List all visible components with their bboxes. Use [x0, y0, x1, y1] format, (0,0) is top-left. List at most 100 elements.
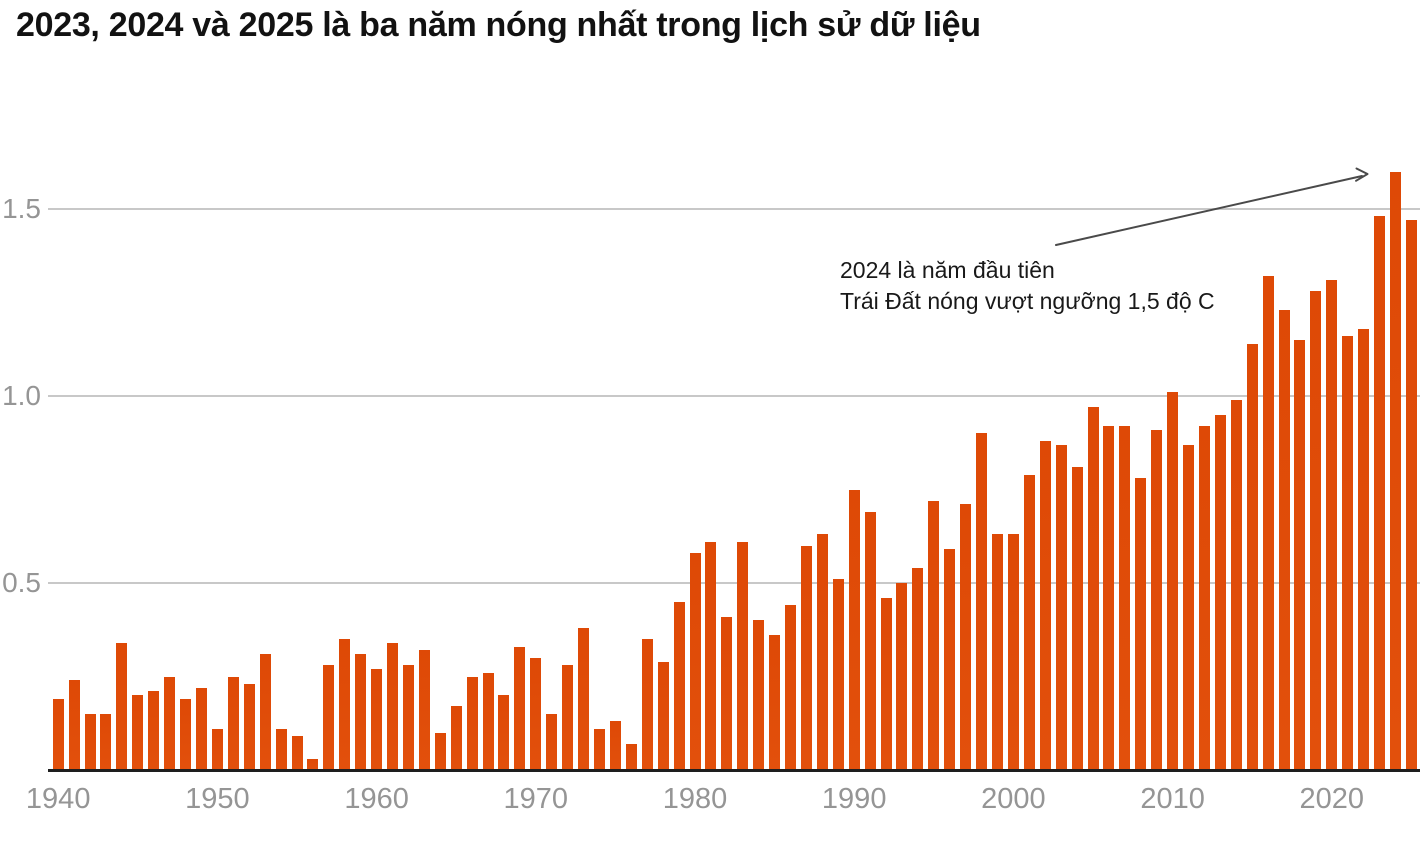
bar-2002	[1039, 440, 1051, 770]
bar-1981	[705, 541, 717, 770]
bar-1976	[625, 743, 637, 770]
bar-1977	[641, 639, 653, 770]
bar-1992	[880, 597, 892, 770]
bar-2006	[1103, 425, 1115, 770]
bar-1960	[371, 669, 383, 770]
bar-1987	[800, 545, 812, 770]
bar-1963	[418, 650, 430, 770]
bar-1978	[657, 661, 669, 770]
bar-2012	[1198, 425, 1210, 770]
y-axis-label-1.0: 1.0	[2, 380, 41, 411]
bar-1973	[578, 627, 590, 770]
bar-2004	[1071, 467, 1083, 770]
bar-2000	[1007, 534, 1019, 770]
bar-1948	[180, 698, 192, 770]
bar-2016	[1262, 276, 1274, 770]
bar-1947	[164, 676, 176, 770]
bar-1950	[211, 728, 223, 770]
bar-2021	[1342, 336, 1354, 770]
bar-1988	[816, 534, 828, 770]
bar-1951	[227, 676, 239, 770]
bar-1942	[84, 713, 96, 770]
bar-2005	[1087, 407, 1099, 770]
bar-1956	[307, 758, 319, 770]
chart-title: 2023, 2024 và 2025 là ba năm nóng nhất t…	[16, 6, 981, 44]
bar-2020	[1326, 280, 1338, 770]
x-axis-label-2020: 2020	[1299, 783, 1365, 815]
bar-2023	[1374, 216, 1386, 770]
bar-2009	[1151, 429, 1163, 770]
bar-2003	[1055, 444, 1067, 770]
bar-1943	[100, 713, 112, 770]
annotation-line-2: Trái Đất nóng vượt ngưỡng 1,5 độ C	[840, 288, 1215, 314]
bar-1949	[195, 687, 207, 770]
bar-1985	[769, 635, 781, 770]
bar-1996	[944, 549, 956, 770]
bar-1959	[355, 654, 367, 770]
bar-2025	[1405, 220, 1417, 770]
x-axis-line	[48, 769, 1420, 772]
x-axis-label-1960: 1960	[344, 783, 409, 815]
bar-1972	[562, 665, 574, 770]
x-axis-label-2010: 2010	[1140, 783, 1205, 815]
bar-1980	[689, 553, 701, 770]
bar-2007	[1119, 425, 1131, 770]
gridline-1.5	[48, 208, 1420, 210]
bar-2018	[1294, 339, 1306, 770]
bar-1964	[434, 732, 446, 770]
bar-2019	[1310, 291, 1322, 770]
bar-1969	[514, 646, 526, 770]
bar-1990	[848, 489, 860, 770]
annotation-line-1: 2024 là năm đầu tiên	[840, 257, 1055, 283]
bar-1957	[323, 665, 335, 770]
y-axis-label-0.5: 0.5	[2, 567, 41, 598]
bar-1997	[960, 504, 972, 770]
bar-1995	[928, 500, 940, 770]
bar-1945	[132, 695, 144, 770]
bar-1953	[259, 654, 271, 770]
bar-1994	[912, 568, 924, 770]
y-axis-label-1.5: 1.5	[2, 193, 41, 224]
bar-1952	[243, 683, 255, 770]
bar-2011	[1183, 444, 1195, 770]
bar-1966	[466, 676, 478, 770]
bar-1954	[275, 728, 287, 770]
bar-1991	[864, 511, 876, 770]
bar-1975	[609, 721, 621, 770]
bar-1989	[832, 579, 844, 770]
bar-1946	[148, 691, 160, 770]
bar-2022	[1358, 328, 1370, 770]
bar-1940	[52, 698, 64, 770]
bar-1961	[387, 642, 399, 770]
bar-2001	[1023, 474, 1035, 770]
bar-2017	[1278, 309, 1290, 770]
bar-1999	[991, 534, 1003, 770]
bar-1974	[593, 728, 605, 770]
bar-1944	[116, 642, 128, 770]
bar-1962	[402, 665, 414, 770]
x-axis-label-1990: 1990	[821, 783, 887, 815]
bar-2013	[1214, 414, 1226, 770]
bar-2024	[1389, 171, 1401, 770]
gridline-1.0	[48, 395, 1420, 397]
bar-1993	[896, 583, 908, 770]
bar-1941	[68, 680, 80, 770]
bar-2008	[1135, 478, 1147, 770]
bar-1968	[498, 695, 510, 770]
bar-1998	[976, 433, 988, 770]
bar-1984	[753, 620, 765, 770]
bar-1958	[339, 639, 351, 770]
bar-1967	[482, 672, 494, 770]
bar-2010	[1167, 392, 1179, 770]
x-axis-label-1940: 1940	[25, 783, 91, 815]
bar-2015	[1246, 343, 1258, 770]
bar-1970	[530, 657, 542, 770]
bar-1971	[546, 713, 558, 770]
x-axis-label-1970: 1970	[503, 783, 569, 815]
x-axis-label-1950: 1950	[185, 783, 250, 815]
bar-1982	[721, 616, 733, 770]
bar-1983	[737, 541, 749, 770]
annotation-callout: 2024 là năm đầu tiên Trái Đất nóng vượt …	[840, 255, 1215, 317]
